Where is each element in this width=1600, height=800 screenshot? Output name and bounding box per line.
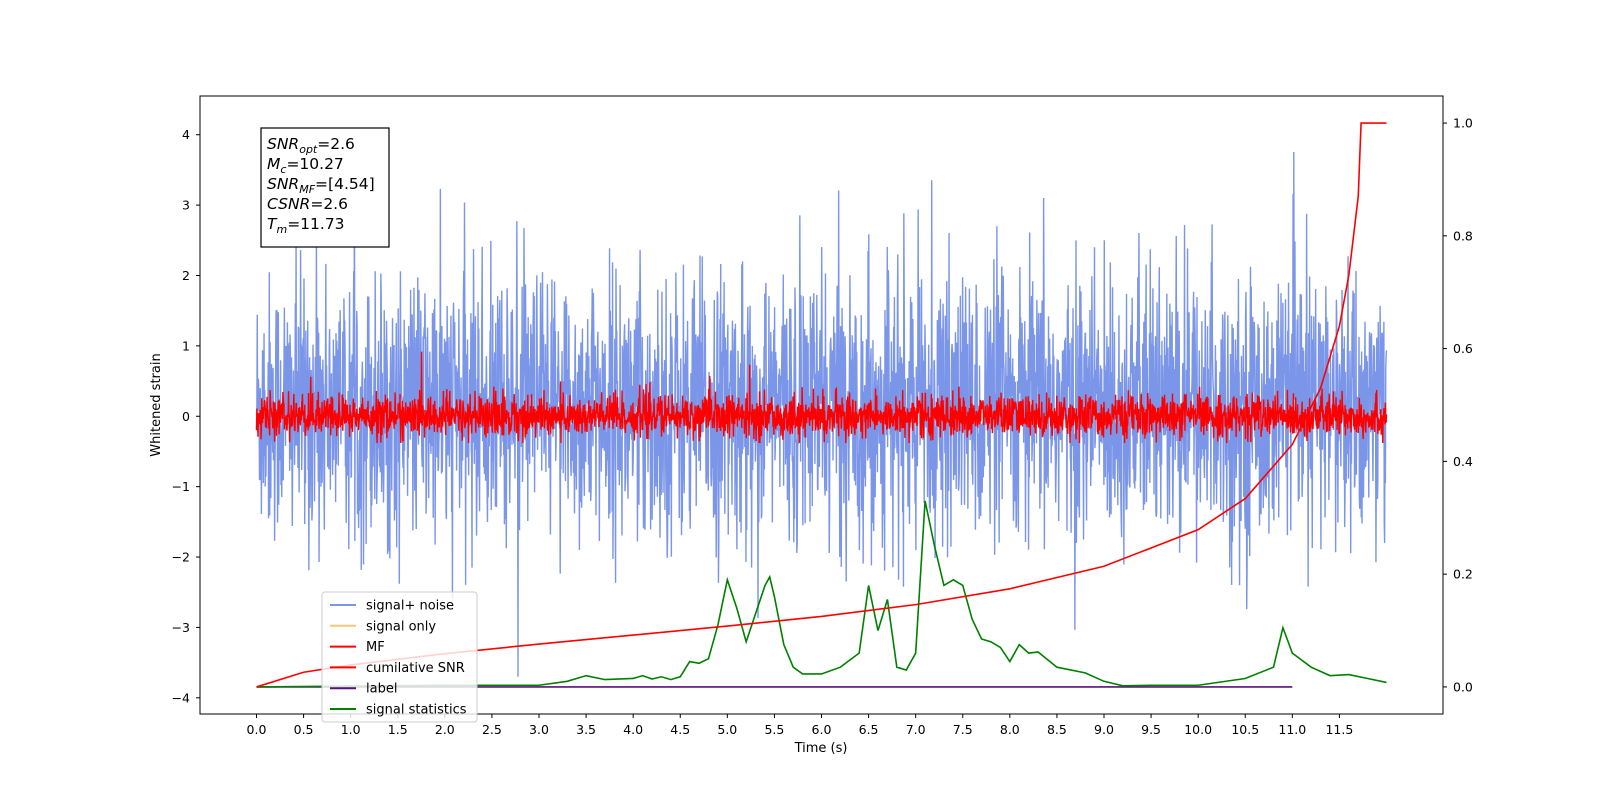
x-tick-label: 0.5 (294, 722, 314, 737)
y2-tick-label: 1.0 (1453, 116, 1473, 131)
annotation-variable: SNR (267, 135, 299, 153)
annotation-line: Tm=11.73 (267, 215, 345, 236)
y-tick-label: 4 (182, 127, 190, 142)
legend-label: signal only (366, 619, 436, 634)
mf-line (255, 351, 1388, 444)
x-tick-label: 3.5 (576, 722, 596, 737)
y2-tick-label: 0.2 (1453, 567, 1473, 582)
x-tick-label: 4.5 (670, 722, 690, 737)
x-tick-label: 10.0 (1184, 722, 1212, 737)
annotation-line: Mc=10.27 (267, 155, 344, 176)
annotation-value: =10.27 (286, 155, 343, 173)
y2-tick-label: 0.8 (1453, 228, 1473, 243)
x-tick-label: 11.5 (1325, 722, 1353, 737)
y-tick-label: 1 (182, 338, 190, 353)
y-axis-label: Whitened strain (149, 353, 164, 456)
y-tick-label: 2 (182, 268, 190, 283)
annotation-subscript: MF (299, 183, 315, 196)
annotation-subscript: opt (299, 143, 318, 156)
x-tick-label: 6.0 (812, 722, 832, 737)
annotation-value: =2.6 (317, 135, 355, 153)
x-axis: 0.0 0.5 1.0 1.5 2.0 2.5 3.0 3.5 4.0 4.5 5.0 5.5 6.0 6… (247, 714, 1353, 737)
annotation-variable: T (267, 215, 278, 233)
x-tick-label: 2.5 (482, 722, 502, 737)
x-tick-label: 2.0 (435, 722, 455, 737)
x-tick-label: 5.0 (717, 722, 737, 737)
annotation-line: SNRopt=2.6 (267, 135, 355, 156)
x-tick-label: 10.5 (1231, 722, 1259, 737)
y-tick-label: −3 (172, 620, 190, 635)
x-tick-label: 1.0 (341, 722, 361, 737)
legend-label: cumilative SNR (366, 661, 465, 676)
y2-tick-label: 0.0 (1453, 679, 1473, 694)
x-tick-label: 0.0 (247, 722, 267, 737)
legend-label: signal+ noise (366, 599, 454, 614)
annotation-subscript: c (280, 163, 286, 176)
legend-label: signal statistics (366, 703, 467, 718)
y-tick-label: 3 (182, 198, 190, 213)
annotation-line: SNRMF=[4.54] (267, 175, 375, 196)
y-axis-right: 1.0 0.8 0.6 0.4 0.2 0.0 (1443, 116, 1473, 694)
x-tick-label: 5.5 (764, 722, 784, 737)
legend: signal+ noise signal only MF cumilative SNR… (321, 591, 478, 723)
x-tick-label: 4.0 (623, 722, 643, 737)
x-tick-label: 9.5 (1141, 722, 1161, 737)
mf-layer (255, 351, 1388, 444)
y2-tick-label: 0.4 (1453, 454, 1473, 469)
x-tick-label: 9.0 (1094, 722, 1114, 737)
annotation-variable: SNR (267, 175, 299, 193)
y-tick-label: −2 (172, 550, 190, 565)
annotation-value: =2.6 (310, 195, 348, 213)
y-tick-label: −1 (172, 479, 190, 494)
annotation-subscript: m (276, 223, 287, 236)
y-axis-left: 4 3 2 1 0 −1 −2 −3 −4 (172, 127, 200, 705)
annotation-line: CSNR=2.6 (267, 195, 348, 213)
annotation-variable: CSNR (267, 195, 310, 213)
annotation-value: =11.73 (287, 215, 344, 233)
x-tick-label: 8.0 (1000, 722, 1020, 737)
legend-label: MF (366, 640, 385, 655)
y2-tick-label: 0.6 (1453, 341, 1473, 356)
x-axis-label: Time (s) (794, 741, 848, 756)
signal-noise-line (255, 152, 1388, 677)
x-tick-label: 11.0 (1278, 722, 1306, 737)
x-tick-label: 6.5 (859, 722, 879, 737)
x-tick-label: 3.0 (529, 722, 549, 737)
x-tick-label: 7.5 (953, 722, 973, 737)
annotation-box: SNRopt=2.6Mc=10.27SNRMF=[4.54]CSNR=2.6Tm… (260, 127, 390, 248)
signal-statistics-line (256, 500, 1387, 688)
y-tick-label: −4 (172, 690, 190, 705)
x-tick-label: 8.5 (1047, 722, 1067, 737)
legend-label: label (366, 682, 397, 697)
annotation-variable: M (267, 155, 280, 173)
y-tick-label: 0 (182, 409, 190, 424)
x-tick-label: 1.5 (388, 722, 408, 737)
annotation-value: =[4.54] (315, 175, 375, 193)
signal-noise-layer (255, 152, 1388, 677)
x-tick-label: 7.0 (906, 722, 926, 737)
